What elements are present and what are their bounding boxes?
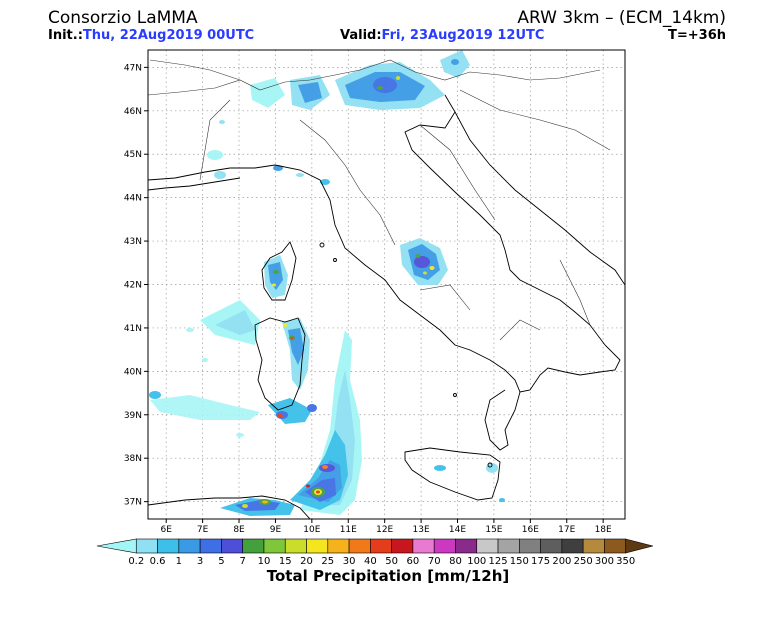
lon-label: 17E	[558, 525, 575, 535]
lat-label: 39N	[124, 411, 142, 421]
colorbar-label: 150	[510, 556, 529, 567]
init-info: Init.:Thu, 22Aug2019 00UTC	[48, 28, 254, 43]
lat-label: 46N	[124, 107, 142, 117]
colorbar-label: 1	[176, 556, 182, 567]
lat-label: 45N	[124, 150, 142, 160]
map-area	[148, 50, 625, 519]
colorbar-swatch	[625, 538, 654, 554]
lon-label: 8E	[233, 525, 245, 535]
colorbar-swatch	[540, 538, 563, 554]
precipitation-field	[149, 50, 505, 516]
colorbar-label: 30	[343, 556, 356, 567]
colorbar-swatch	[391, 538, 414, 554]
lon-label: 14E	[449, 525, 466, 535]
colorbar-label: 300	[595, 556, 614, 567]
lat-label: 41N	[124, 324, 142, 334]
lon-label: 10E	[303, 525, 320, 535]
colorbar-swatch	[370, 538, 392, 554]
colorbar-swatch	[178, 538, 201, 554]
colorbar-label: 200	[552, 556, 571, 567]
colorbar-label: 15	[279, 556, 292, 567]
lon-label: 6E	[160, 525, 172, 535]
colorbar-swatch	[604, 538, 627, 554]
colorbar-swatch	[327, 538, 350, 554]
colorbar-swatch	[519, 538, 541, 554]
latitude-labels: 47N 46N 45N 44N 43N 42N 41N 40N 39N 38N 37N	[124, 63, 148, 508]
colorbar-swatch	[221, 538, 243, 554]
coastlines	[148, 94, 625, 519]
colorbar-swatch	[242, 538, 265, 554]
colorbar-label: 25	[321, 556, 334, 567]
lead-time: T=+36h	[668, 28, 726, 43]
model-title: ARW 3km – (ECM_14km)	[517, 8, 726, 28]
lat-label: 44N	[124, 194, 142, 204]
colorbar-swatch	[199, 538, 222, 554]
colorbar	[96, 538, 654, 554]
valid-value: Fri, 23Aug2019 12UTC	[381, 28, 545, 43]
org-title: Consorzio LaMMA	[48, 8, 198, 28]
lon-label: 12E	[376, 525, 393, 535]
colorbar-label: 60	[407, 556, 420, 567]
colorbar-label: 350	[616, 556, 635, 567]
colorbar-label: 70	[428, 556, 441, 567]
colorbar-swatch	[433, 538, 456, 554]
lat-label: 37N	[124, 498, 142, 508]
lon-label: 16E	[522, 525, 539, 535]
longitude-labels: 6E 7E 8E 9E 10E 11E 12E 13E 14E 15E 16E 17E 18E	[160, 519, 612, 535]
colorbar-swatch	[96, 538, 137, 554]
colorbar-swatch	[476, 538, 499, 554]
lat-label: 40N	[124, 367, 142, 377]
lon-label: 15E	[485, 525, 502, 535]
colorbar-labels: 0.2 0.6 1 3 5 7 10 15 20 25 30 40 50 60 70 80 100 125 150 1…	[128, 556, 635, 567]
colorbar-label: 100	[467, 556, 486, 567]
colorbar-swatch	[412, 538, 435, 554]
colorbar-swatch	[582, 538, 605, 554]
colorbar-swatch	[157, 538, 180, 554]
lon-label: 7E	[197, 525, 209, 535]
colorbar-label: 40	[364, 556, 377, 567]
colorbar-label: 10	[258, 556, 271, 567]
colorbar-swatch	[561, 538, 584, 554]
colorbar-swatch	[135, 538, 158, 554]
lon-label: 9E	[270, 525, 282, 535]
colorbar-label: 5	[218, 556, 224, 567]
lat-label: 47N	[124, 63, 142, 73]
colorbar-label: 125	[488, 556, 507, 567]
colorbar-title: Total Precipitation [mm/12h]	[266, 567, 510, 585]
borders	[148, 59, 611, 341]
colorbar-swatch	[497, 538, 520, 554]
lat-label: 42N	[124, 281, 142, 291]
colorbar-label: 3	[197, 556, 203, 567]
lon-label: 13E	[413, 525, 430, 535]
colorbar-label: 0.6	[150, 556, 166, 567]
colorbar-label: 0.2	[128, 556, 144, 567]
valid-label: Valid:	[340, 28, 382, 43]
colorbar-swatch	[455, 538, 478, 554]
lon-label: 11E	[340, 525, 357, 535]
lat-label: 38N	[124, 454, 142, 464]
colorbar-swatch	[348, 538, 371, 554]
colorbar-label: 80	[449, 556, 462, 567]
valid-info: Valid:Fri, 23Aug2019 12UTC	[340, 28, 544, 43]
init-value: Thu, 22Aug2019 00UTC	[82, 28, 255, 43]
colorbar-swatch	[284, 538, 307, 554]
colorbar-swatch	[306, 538, 329, 554]
colorbar-label: 20	[300, 556, 313, 567]
colorbar-label: 50	[385, 556, 398, 567]
colorbar-label: 7	[239, 556, 245, 567]
lat-label: 43N	[124, 237, 142, 247]
colorbar-label: 250	[574, 556, 593, 567]
init-label: Init.:	[48, 28, 83, 43]
colorbar-label: 175	[531, 556, 550, 567]
lon-label: 18E	[595, 525, 612, 535]
colorbar-swatch	[263, 538, 286, 554]
